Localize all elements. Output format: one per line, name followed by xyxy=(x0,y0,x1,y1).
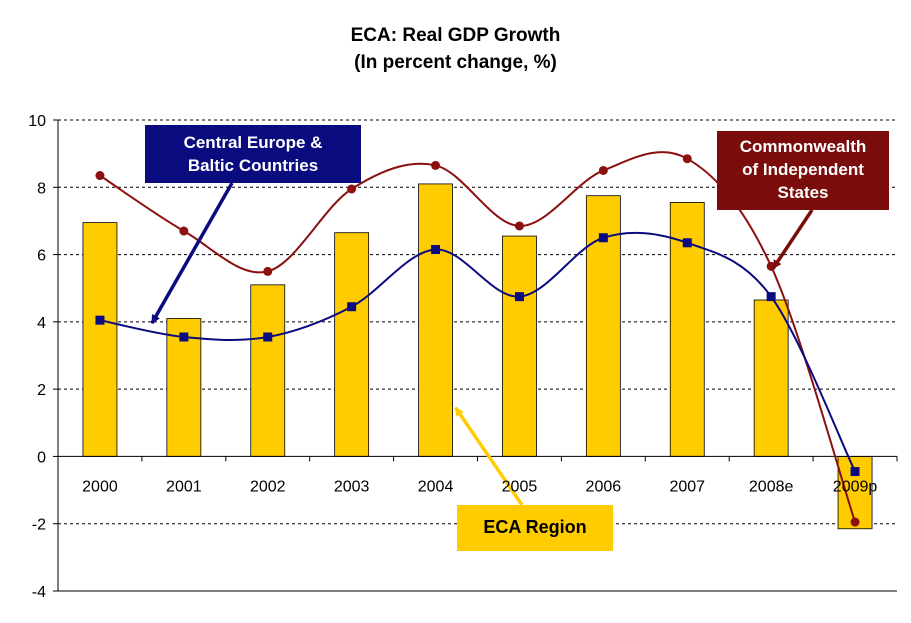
point-cebc-2002 xyxy=(263,332,273,342)
bar-2008e xyxy=(753,299,789,457)
callout-eca-region: ECA Region xyxy=(457,505,613,551)
line-cebc xyxy=(99,231,856,473)
y-tick-label-4: 4 xyxy=(37,315,46,332)
chart-subtitle: (In percent change, %) xyxy=(354,52,557,73)
y-tick-label--4: -4 xyxy=(32,584,46,601)
x-tick-label-2001: 2001 xyxy=(166,478,202,495)
point-cebc-2006 xyxy=(598,233,608,243)
point-cis-2003 xyxy=(347,184,357,194)
point-cis-2004 xyxy=(431,160,441,170)
x-tick-label-2006: 2006 xyxy=(586,478,622,495)
chart-title: ECA: Real GDP Growth xyxy=(350,25,561,46)
point-cebc-2001 xyxy=(179,332,189,342)
tick-labels: -4 -2 0 2 4 6 8 10 2000 2001 2002 2003 2004 2005 2006 2… xyxy=(28,113,877,601)
point-cis-2006 xyxy=(598,165,608,175)
line-series xyxy=(95,151,860,527)
point-cebc-2008e xyxy=(766,292,776,302)
callout-cis-line-1: Commonwealth xyxy=(739,137,867,156)
point-cis-2002 xyxy=(263,266,273,276)
point-cebc-2005 xyxy=(514,292,524,302)
chart-title-block: ECA: Real GDP Growth (In percent change,… xyxy=(0,22,911,76)
point-cebc-2009p xyxy=(850,467,860,477)
point-cebc-2000 xyxy=(95,315,105,325)
point-cis-2007 xyxy=(682,154,692,164)
y-tick-label-8: 8 xyxy=(37,180,46,197)
point-cis-2005 xyxy=(514,221,524,231)
y-tick-label--2: -2 xyxy=(32,517,46,534)
bar-2000 xyxy=(82,222,118,457)
point-cebc-2007 xyxy=(682,238,692,248)
x-tick-label-2004: 2004 xyxy=(418,478,454,495)
x-tick-label-2009p: 2009p xyxy=(833,478,878,495)
bar-2002 xyxy=(250,284,286,457)
y-tick-label-0: 0 xyxy=(37,449,46,466)
callout-central-europe-baltic: Central Europe & Baltic Countries xyxy=(145,125,361,183)
y-tick-label-2: 2 xyxy=(37,382,46,399)
point-cis-2000 xyxy=(95,171,105,181)
callout-eca-label: ECA Region xyxy=(483,517,587,537)
callout-cis-line-3: States xyxy=(777,183,829,202)
point-cis-2001 xyxy=(179,226,189,236)
x-tick-label-2003: 2003 xyxy=(334,478,370,495)
y-tick-label-6: 6 xyxy=(37,248,46,265)
arrow-cis xyxy=(771,209,814,270)
callout-cebc-line-2: Baltic Countries xyxy=(187,156,319,175)
x-tick-label-2005: 2005 xyxy=(502,478,538,495)
x-tick-label-2007: 2007 xyxy=(669,478,705,495)
bar-2005 xyxy=(502,235,537,457)
callout-cis: Commonwealth of Independent States xyxy=(717,131,889,210)
x-tick-label-2002: 2002 xyxy=(250,478,286,495)
y-tick-label-10: 10 xyxy=(28,113,46,130)
callout-cebc-line-1: Central Europe & xyxy=(183,133,323,152)
arrow-eca xyxy=(454,406,524,506)
axes xyxy=(53,119,898,592)
bar-2003 xyxy=(334,232,370,457)
point-cebc-2004 xyxy=(431,245,441,255)
point-cebc-2003 xyxy=(347,302,357,312)
line-cis xyxy=(99,151,857,523)
point-cis-2009p xyxy=(850,517,860,527)
x-tick-label-2008e: 2008e xyxy=(749,478,794,495)
bar-series-eca xyxy=(82,183,873,530)
bar-2004 xyxy=(418,183,453,457)
arrow-cebc xyxy=(150,182,234,325)
callout-cis-line-2: of Independent xyxy=(742,160,864,179)
x-tick-label-2000: 2000 xyxy=(82,478,118,495)
callout-arrows xyxy=(150,182,814,506)
